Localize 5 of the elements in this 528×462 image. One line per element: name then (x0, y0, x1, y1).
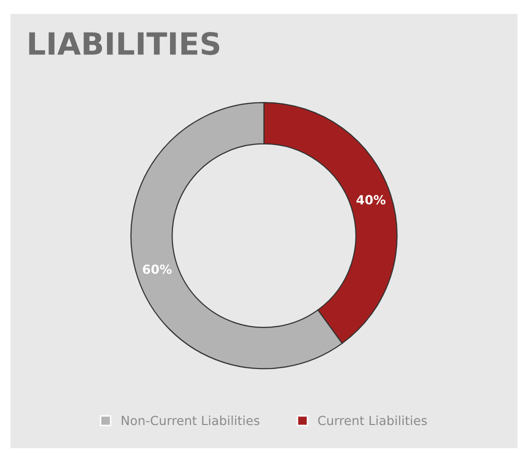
legend-label: Non-Current Liabilities (122, 416, 260, 426)
data-label: 60% (142, 264, 172, 274)
legend-label: Current Liabilities (318, 416, 427, 426)
data-label: 40% (356, 195, 386, 205)
chart-title: LIABILITIES (29, 32, 220, 56)
